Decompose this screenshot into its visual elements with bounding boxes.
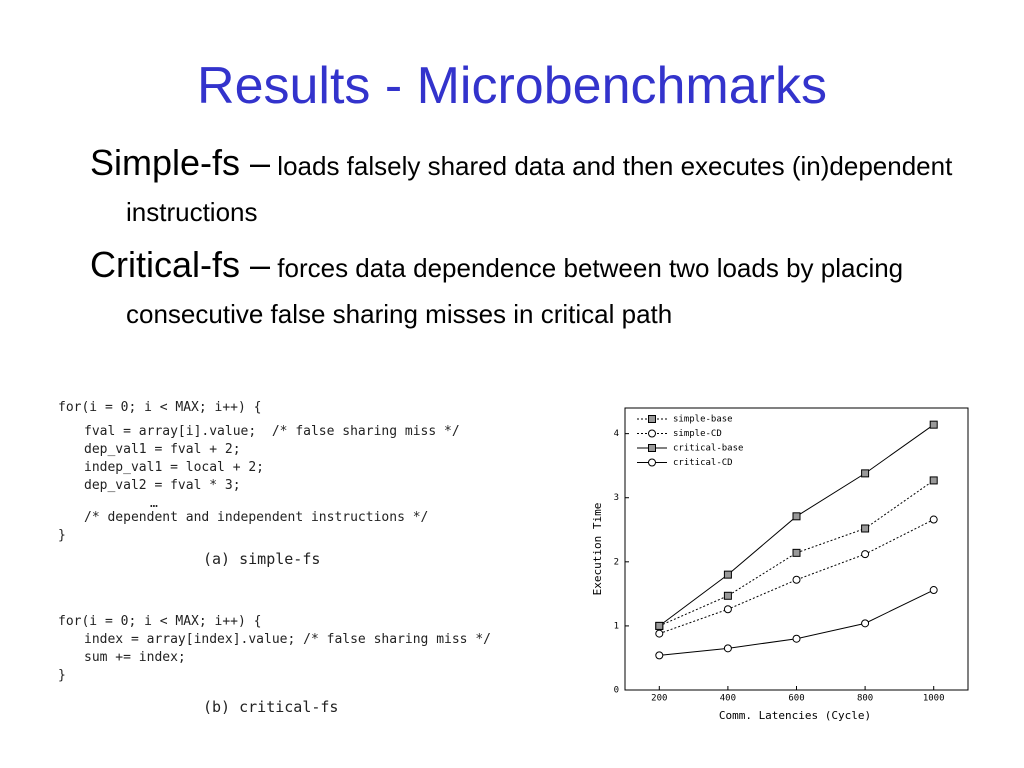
code-line: sum += index; bbox=[84, 650, 186, 665]
marker bbox=[861, 550, 870, 559]
y-tick-label: 2 bbox=[614, 557, 619, 567]
marker bbox=[648, 415, 656, 423]
code-line: index = array[index].value; /* false sha… bbox=[84, 632, 491, 647]
bullet: Simple-fs – loads falsely shared data an… bbox=[90, 140, 986, 235]
code-block: for(i = 0; i < MAX; i++) { index = array… bbox=[58, 614, 491, 716]
bullet-text: forces data dependence between two loads… bbox=[126, 253, 904, 329]
bullet-text: loads falsely shared data and then execu… bbox=[126, 151, 953, 227]
y-tick-label: 1 bbox=[614, 621, 619, 631]
marker bbox=[861, 469, 870, 478]
code-line: dep_val2 = fval * 3; bbox=[84, 478, 241, 493]
marker bbox=[792, 512, 801, 521]
legend-label: simple-CD bbox=[673, 429, 722, 439]
code-line: } bbox=[58, 668, 66, 683]
marker bbox=[861, 619, 870, 628]
marker bbox=[929, 420, 938, 429]
marker bbox=[792, 575, 801, 584]
marker bbox=[723, 570, 732, 579]
x-tick-label: 1000 bbox=[923, 694, 945, 704]
series-line bbox=[659, 480, 934, 627]
legend-label: critical-base bbox=[673, 444, 743, 454]
legend-label: critical-CD bbox=[673, 458, 733, 468]
code-caption: (a) simple-fs bbox=[203, 550, 321, 568]
marker bbox=[723, 591, 732, 600]
series-line bbox=[659, 589, 934, 656]
marker bbox=[648, 444, 656, 452]
bullet-term: Simple-fs – bbox=[90, 142, 271, 183]
marker bbox=[929, 515, 938, 524]
marker bbox=[861, 524, 870, 533]
series-line bbox=[659, 519, 934, 635]
marker bbox=[648, 458, 656, 467]
x-tick-label: 800 bbox=[857, 694, 873, 704]
bullet: Critical-fs – forces data dependence bet… bbox=[90, 242, 986, 337]
marker bbox=[792, 548, 801, 557]
code-line: indep_val1 = local + 2; bbox=[84, 460, 265, 475]
code-block: for(i = 0; i < MAX; i++) { fval = array[… bbox=[58, 400, 460, 568]
x-tick-label: 400 bbox=[720, 694, 736, 704]
marker bbox=[929, 476, 938, 485]
code-line: for(i = 0; i < MAX; i++) { bbox=[58, 614, 262, 629]
x-axis-label: Comm. Latencies (Cycle) bbox=[719, 709, 871, 722]
series-line bbox=[659, 424, 934, 627]
marker bbox=[655, 629, 664, 638]
y-tick-label: 4 bbox=[614, 429, 619, 439]
code-line: dep_val1 = fval + 2; bbox=[84, 442, 241, 457]
code-caption: (b) critical-fs bbox=[203, 698, 339, 716]
x-tick-label: 600 bbox=[788, 694, 804, 704]
code-line: fval = array[i].value; /* false sharing … bbox=[84, 424, 460, 439]
bullet-term: Critical-fs – bbox=[90, 244, 271, 285]
y-tick-label: 3 bbox=[614, 493, 619, 503]
legend-label: simple-base bbox=[673, 415, 733, 425]
y-axis-label: Execution Time bbox=[591, 503, 604, 596]
x-tick-label: 200 bbox=[651, 694, 667, 704]
code-line: for(i = 0; i < MAX; i++) { bbox=[58, 400, 262, 415]
marker bbox=[929, 586, 938, 595]
code-line: } bbox=[58, 528, 66, 543]
code-line: … bbox=[150, 496, 158, 511]
marker bbox=[723, 605, 732, 614]
marker bbox=[655, 621, 664, 630]
marker bbox=[648, 429, 656, 438]
marker bbox=[792, 634, 801, 643]
marker bbox=[655, 651, 664, 660]
y-tick-label: 0 bbox=[614, 686, 619, 696]
marker bbox=[723, 644, 732, 653]
slide-title: Results - Microbenchmarks bbox=[197, 57, 827, 115]
code-line: /* dependent and independent instruction… bbox=[84, 510, 429, 525]
